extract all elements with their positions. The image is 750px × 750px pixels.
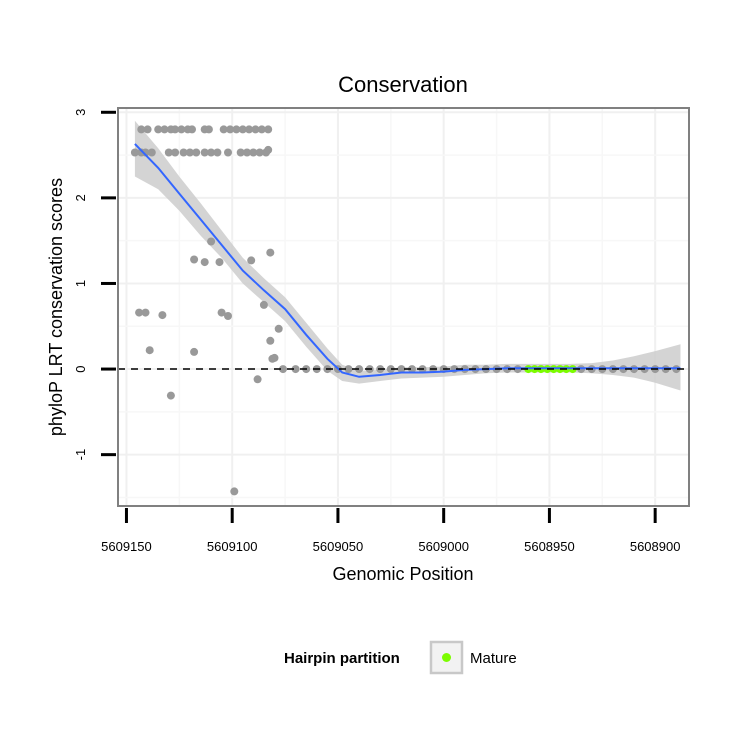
y-axis: -1 0 1 2 3: [73, 109, 116, 461]
point-other: [266, 336, 275, 345]
point-other: [164, 148, 173, 157]
x-tick-label: 5609050: [313, 539, 364, 554]
plot-panel: [118, 108, 689, 506]
x-tick-label: 5609150: [101, 539, 152, 554]
point-other: [259, 300, 268, 309]
y-tick-label: -1: [73, 449, 88, 461]
legend-key-box: [429, 640, 464, 675]
legend-title: Hairpin partition: [284, 650, 400, 667]
y-tick-label: 0: [73, 365, 88, 372]
point-other: [200, 258, 209, 267]
y-tick-label: 1: [73, 280, 88, 287]
chart-title: Conservation: [338, 72, 468, 97]
x-tick-label: 5609000: [418, 539, 469, 554]
point-other: [207, 237, 216, 246]
point-other: [190, 347, 199, 356]
point-other: [200, 148, 209, 157]
point-other: [204, 125, 213, 134]
smooth-line: [134, 143, 681, 378]
point-other: [243, 148, 251, 157]
point-other: [264, 125, 273, 134]
point-other: [219, 125, 228, 134]
x-axis-label: Genomic Position: [332, 564, 473, 584]
point-other: [274, 324, 283, 333]
point-other: [207, 148, 216, 157]
point-other: [251, 125, 260, 134]
smooth-line-layer: [134, 143, 681, 378]
point-other: [226, 125, 235, 134]
point-other: [253, 375, 262, 384]
y-tick-label: 3: [73, 109, 88, 116]
point-other: [215, 258, 224, 267]
point-other: [232, 125, 241, 134]
point-other: [230, 487, 239, 496]
point-other: [192, 148, 201, 157]
point-other: [145, 346, 154, 355]
point-other: [188, 125, 196, 134]
point-other: [179, 148, 188, 157]
confidence-ribbon-layer: [134, 120, 681, 391]
legend-entry-mature-label: Mature: [470, 650, 517, 667]
point-other: [171, 125, 180, 134]
point-other: [160, 125, 169, 134]
point-other: [158, 311, 167, 320]
point-other: [355, 365, 364, 374]
point-other: [143, 125, 152, 134]
x-tick-label: 5608900: [630, 539, 681, 554]
point-other: [141, 148, 150, 157]
point-other: [154, 125, 163, 134]
point-other: [268, 354, 277, 363]
plot-border: [117, 107, 690, 507]
point-other: [255, 148, 264, 157]
point-other: [166, 391, 175, 400]
point-other: [344, 365, 353, 374]
point-other: [236, 148, 245, 157]
point-other: [135, 308, 144, 317]
point-other: [291, 365, 300, 374]
point-other: [238, 125, 247, 134]
point-other: [217, 308, 226, 317]
confidence-ribbon: [134, 120, 681, 391]
point-other: [397, 365, 406, 374]
x-tick-label: 5609100: [207, 539, 258, 554]
point-other: [137, 125, 146, 134]
point-other: [213, 148, 222, 157]
point-other: [249, 148, 258, 157]
legend-key-mature-dot: [442, 653, 451, 662]
point-other: [177, 125, 186, 134]
point-other: [386, 365, 395, 374]
x-tick-label: 5608950: [524, 539, 575, 554]
y-tick-label: 2: [73, 194, 88, 201]
point-other: [245, 125, 254, 134]
point-other: [257, 125, 266, 134]
point-other: [279, 365, 287, 374]
y-axis-label: phyloP LRT conservation scores: [46, 178, 66, 436]
point-other: [247, 256, 256, 265]
point-other: [264, 145, 273, 154]
point-other: [224, 312, 232, 320]
point-other: [130, 148, 139, 157]
point-other: [185, 148, 194, 157]
point-other: [190, 255, 199, 264]
legend: Hairpin partition Mature: [284, 640, 517, 675]
point-other: [147, 148, 156, 157]
point-other: [141, 308, 150, 317]
point-other: [408, 365, 416, 374]
point-other: [171, 148, 180, 157]
point-other: [224, 148, 232, 157]
x-axis: 5609150 5609100 5609050 5609000 5608950 56089…: [101, 508, 680, 554]
point-other: [266, 248, 275, 257]
